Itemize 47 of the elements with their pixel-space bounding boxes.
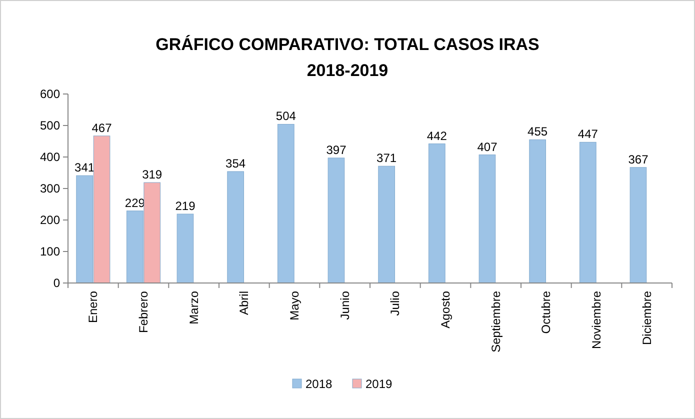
- x-tick-label: Septiembre: [488, 290, 503, 352]
- data-label: 341: [74, 160, 95, 175]
- data-label: 397: [326, 142, 347, 157]
- y-tick-label: 0: [53, 276, 60, 290]
- x-tick-label: Diciembre: [640, 290, 654, 346]
- bar: [630, 167, 647, 284]
- data-label: 442: [426, 128, 448, 143]
- data-label: 229: [124, 196, 146, 210]
- y-tick-label: 600: [40, 87, 60, 101]
- bar: [529, 139, 546, 284]
- data-label: 219: [175, 199, 196, 214]
- data-label: 467: [92, 120, 112, 135]
- chart-subtitle: 2018-2019: [306, 61, 388, 80]
- bar: [378, 166, 395, 284]
- x-tick-label: Enero: [86, 290, 100, 324]
- y-tick-label: 400: [40, 150, 60, 164]
- data-label: 407: [477, 140, 498, 154]
- bar: [478, 154, 496, 284]
- x-tick-label: Febrero: [136, 290, 150, 334]
- x-tick-label: Marzo: [186, 290, 201, 324]
- x-tick-label: Noviembre: [590, 290, 604, 350]
- data-label: 354: [226, 156, 246, 170]
- legend-label: 2019: [366, 377, 393, 391]
- data-label: 371: [376, 151, 397, 166]
- x-tick-label: Octubre: [539, 290, 554, 334]
- bar: [227, 171, 244, 284]
- x-tick-label: Junio: [338, 290, 352, 320]
- data-label: 319: [142, 168, 162, 182]
- data-label: 447: [578, 127, 598, 142]
- y-tick-label: 300: [40, 182, 60, 196]
- y-tick-label: 500: [40, 118, 60, 132]
- bar: [176, 214, 194, 284]
- x-tick-label: Agosto: [438, 290, 452, 328]
- x-tick-label: Abril: [237, 291, 252, 316]
- legend-label: 2018: [306, 377, 333, 391]
- data-label: 455: [528, 124, 548, 139]
- bar: [579, 142, 596, 284]
- x-tick-label: Mayo: [288, 290, 302, 320]
- data-label: 504: [276, 109, 296, 124]
- bar: [277, 124, 294, 284]
- bar: [428, 144, 446, 284]
- bar: [328, 158, 345, 284]
- chart-title: GRÁFICO COMPARATIVO: TOTAL CASOS IRAS: [156, 34, 540, 54]
- y-tick-label: 100: [40, 244, 60, 258]
- y-tick-label: 200: [40, 213, 60, 227]
- x-tick-label: Julio: [388, 290, 402, 316]
- data-label: 367: [628, 152, 649, 166]
